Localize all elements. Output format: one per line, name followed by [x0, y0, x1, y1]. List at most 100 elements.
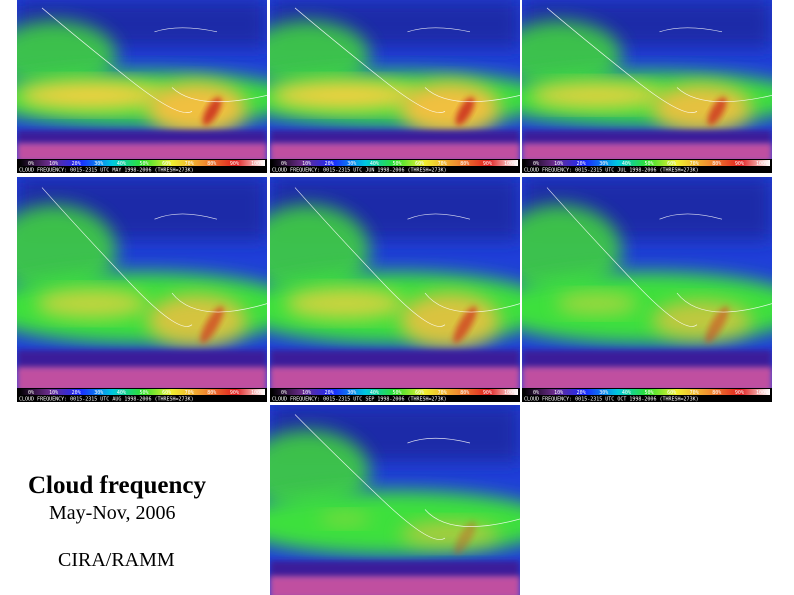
colorbar-label: 100%	[504, 161, 516, 167]
cloud-map	[270, 405, 520, 595]
colorbar-label: 0%	[28, 390, 34, 396]
colorbar-label: 10%	[49, 161, 58, 167]
land-cloud	[147, 294, 247, 347]
itcz-yellow	[270, 80, 420, 111]
cloud-map	[17, 177, 267, 388]
title: Cloud frequency	[28, 472, 207, 499]
south-dry	[270, 350, 520, 372]
land-cloud	[652, 300, 752, 341]
colorbar-label: 80%	[712, 161, 721, 167]
colorbar-label: 70%	[185, 390, 194, 396]
colorbar-label: 60%	[415, 161, 424, 167]
colorbar-label: 100%	[756, 390, 768, 396]
colorbar-label: 30%	[94, 390, 103, 396]
colorbar-label: 40%	[117, 161, 126, 167]
colorbar	[272, 389, 518, 395]
colorbar-label: 80%	[712, 390, 721, 396]
itcz-yellow	[35, 288, 149, 319]
colorbar-label: 10%	[302, 161, 311, 167]
land-cloud	[652, 84, 752, 133]
panel-caption: CLOUD FREQUENCY: 0015-2315 UTC JUN 1998-…	[272, 168, 447, 174]
land-cloud	[400, 292, 500, 349]
panel-caption: CLOUD FREQUENCY: 0015-2315 UTC SEP 1998-…	[272, 397, 447, 403]
andes-red	[707, 97, 727, 126]
colorbar-label: 20%	[577, 390, 586, 396]
credit: CIRA/RAMM	[58, 549, 175, 571]
south-purple	[17, 143, 267, 159]
colorbar-label: 90%	[483, 161, 492, 167]
colorbar-label: 80%	[207, 390, 216, 396]
colorbar-label: 40%	[370, 390, 379, 396]
colorbar-label: 50%	[392, 161, 401, 167]
colorbar-label: 30%	[599, 390, 608, 396]
coastline	[294, 7, 520, 113]
colorbar-label: 50%	[644, 161, 653, 167]
colorbar-label: 90%	[230, 390, 239, 396]
cloud-map	[522, 177, 772, 388]
andes-red	[202, 97, 222, 126]
south-purple	[270, 576, 520, 595]
andes-red	[453, 306, 477, 344]
itcz-yellow	[285, 288, 405, 320]
colorbar-label: 20%	[577, 161, 586, 167]
cloud-map	[270, 177, 520, 388]
cloud-map	[17, 0, 267, 159]
colorbar-label: 40%	[622, 161, 631, 167]
colorbar	[19, 160, 265, 166]
south-dry	[17, 130, 267, 147]
panel-caption: CLOUD FREQUENCY: 0015-2315 UTC MAY 1998-…	[19, 168, 194, 174]
colorbar-label: 40%	[370, 161, 379, 167]
south-dry	[17, 350, 267, 372]
itcz-green	[270, 490, 520, 556]
colorbar	[524, 160, 770, 166]
andes-red	[200, 306, 224, 344]
colorbar-label: 0%	[281, 390, 287, 396]
colorbar-label: 60%	[667, 390, 676, 396]
colorbar-label: 100%	[756, 161, 768, 167]
itcz-yellow	[529, 81, 665, 109]
colorbar-label: 90%	[735, 390, 744, 396]
colorbar-label: 0%	[533, 161, 539, 167]
colorbar-label: 20%	[325, 390, 334, 396]
colorbar-label: 50%	[392, 390, 401, 396]
coastline	[546, 187, 772, 327]
colorbar-label: 0%	[281, 161, 287, 167]
south-purple	[17, 366, 267, 388]
colorbar-label: 90%	[483, 390, 492, 396]
colorbar-label: 20%	[72, 390, 81, 396]
colorbar-label: 40%	[117, 390, 126, 396]
colorbar-label: 60%	[162, 161, 171, 167]
coastline	[294, 187, 520, 327]
subtitle: May-Nov, 2006	[49, 502, 175, 524]
colorbar	[19, 389, 265, 395]
colorbar-label: 40%	[622, 390, 631, 396]
panel-caption: CLOUD FREQUENCY: 0015-2315 UTC OCT 1998-…	[524, 397, 699, 403]
colorbar	[524, 389, 770, 395]
andes-red	[705, 306, 729, 344]
land-cloud	[147, 81, 247, 135]
colorbar-label: 60%	[162, 390, 171, 396]
colorbar-label: 20%	[72, 161, 81, 167]
colorbar-label: 10%	[302, 390, 311, 396]
south-dry	[270, 560, 520, 580]
colorbar-label: 80%	[460, 390, 469, 396]
colorbar-label: 0%	[28, 161, 34, 167]
colorbar-label: 70%	[690, 161, 699, 167]
cloud-map	[270, 0, 520, 159]
colorbar-label: 70%	[185, 161, 194, 167]
colorbar-label: 30%	[347, 161, 356, 167]
colorbar-label: 80%	[207, 161, 216, 167]
colorbar-label: 50%	[139, 161, 148, 167]
colorbar-label: 10%	[554, 390, 563, 396]
coastline	[546, 7, 772, 113]
colorbar-label: 60%	[667, 161, 676, 167]
land-cloud	[400, 81, 500, 135]
colorbar-label: 90%	[735, 161, 744, 167]
coastline	[294, 414, 520, 540]
panel-caption: CLOUD FREQUENCY: 0015-2315 UTC AUG 1998-…	[19, 397, 194, 403]
colorbar-label: 70%	[438, 161, 447, 167]
south-purple	[270, 366, 520, 388]
colorbar-label: 80%	[460, 161, 469, 167]
colorbar	[272, 160, 518, 166]
